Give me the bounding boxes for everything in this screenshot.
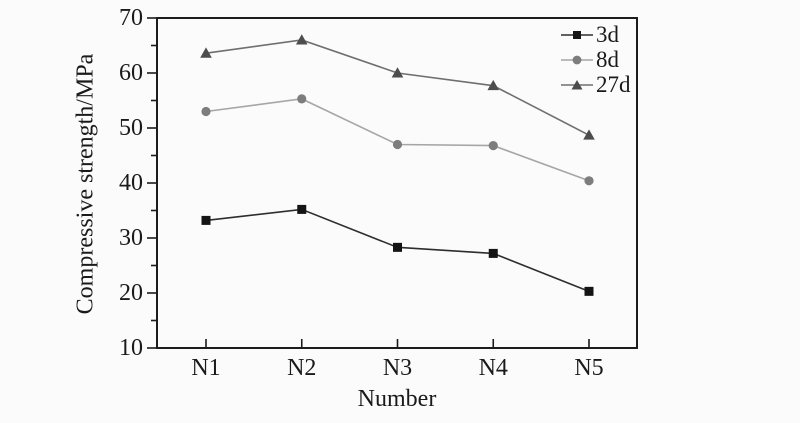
legend-item-8d: 8d — [561, 47, 631, 72]
data-point-8d-N2 — [297, 94, 307, 104]
legend-swatch-8d — [561, 55, 593, 64]
legend: 3d 8d 27d — [561, 22, 631, 97]
legend-label-8d: 8d — [596, 47, 619, 72]
triangle-marker-icon — [571, 79, 583, 89]
y-tick-label: 10 — [119, 335, 143, 361]
x-tick-label: N1 — [191, 355, 220, 381]
data-point-27d-N4 — [487, 79, 500, 91]
data-point-8d-N4 — [488, 141, 498, 151]
data-point-27d-N5 — [583, 129, 595, 140]
data-point-27d-N1 — [200, 47, 212, 58]
legend-label-3d: 3d — [596, 22, 619, 47]
legend-label-27d: 27d — [596, 72, 631, 97]
legend-swatch-3d — [561, 30, 593, 39]
y-axis-title: Compressive strength/MPa — [72, 53, 99, 315]
data-point-3d-N3 — [393, 242, 402, 252]
data-point-8d-N1 — [201, 106, 211, 117]
x-tick-label: N5 — [574, 355, 603, 381]
y-tick-label: 50 — [119, 115, 143, 141]
data-point-3d-N4 — [488, 248, 498, 258]
legend-swatch-27d — [561, 79, 593, 89]
data-point-3d-N2 — [297, 204, 307, 214]
data-point-27d-N3 — [391, 67, 404, 78]
y-tick-label: 40 — [119, 170, 143, 196]
y-tick-label: 20 — [119, 280, 143, 306]
square-marker-icon — [573, 30, 581, 39]
series-line-27d — [205, 39, 590, 136]
circle-marker-icon — [572, 55, 582, 64]
plot-frame — [156, 17, 638, 349]
x-tick-label: N3 — [383, 355, 412, 381]
data-point-3d-N1 — [201, 215, 211, 225]
data-point-8d-N3 — [392, 139, 403, 150]
x-tick-label: N2 — [287, 355, 316, 381]
data-point-3d-N5 — [584, 286, 594, 296]
legend-item-27d: 27d — [561, 72, 631, 97]
y-tick-label: 60 — [119, 60, 143, 86]
data-point-8d-N5 — [584, 176, 594, 186]
y-tick-label: 30 — [119, 225, 143, 251]
x-tick-label: N4 — [479, 355, 508, 381]
series-line-8d — [205, 98, 590, 182]
y-tick-label: 70 — [119, 5, 143, 31]
x-axis-title: Number — [357, 386, 437, 412]
legend-item-3d: 3d — [561, 22, 631, 47]
data-point-27d-N2 — [295, 34, 308, 45]
